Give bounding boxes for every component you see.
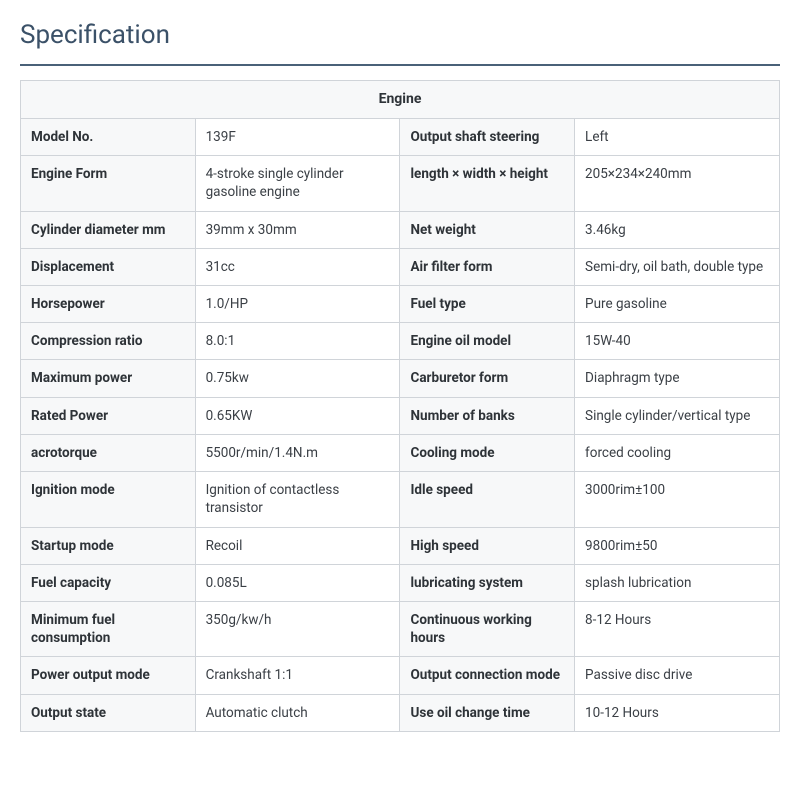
spec-label: Compression ratio [21,323,196,360]
page-title: Specification [20,20,780,56]
spec-label: Output connection mode [400,657,575,694]
spec-label: Engine Form [21,156,196,211]
table-row: Rated Power0.65KWNumber of banksSingle c… [21,397,780,434]
spec-value: Recoil [195,527,400,564]
spec-label: Displacement [21,248,196,285]
spec-value: Pure gasoline [575,285,780,322]
table-row: Displacement31ccAir filter formSemi-dry,… [21,248,780,285]
spec-value: 205×234×240mm [575,156,780,211]
spec-value: 0.085L [195,564,400,601]
spec-label: Rated Power [21,397,196,434]
spec-label: Net weight [400,211,575,248]
spec-value: 1.0/HP [195,285,400,322]
table-row: Horsepower1.0/HPFuel typePure gasoline [21,285,780,322]
table-row: Startup modeRecoilHigh speed9800rim±50 [21,527,780,564]
spec-value: 31cc [195,248,400,285]
spec-value: forced cooling [575,434,780,471]
spec-label: Power output mode [21,657,196,694]
spec-value: 15W-40 [575,323,780,360]
spec-label: Carburetor form [400,360,575,397]
spec-value: 5500r/min/1.4N.m [195,434,400,471]
spec-value: 3000rim±100 [575,472,780,527]
table-row: Minimum fuel consumption350g/kw/hContinu… [21,601,780,656]
spec-value: 350g/kw/h [195,601,400,656]
table-row: Ignition modeIgnition of contactless tra… [21,472,780,527]
spec-label: length × width × height [400,156,575,211]
spec-label: Fuel capacity [21,564,196,601]
table-row: Engine Form4-stroke single cylinder gaso… [21,156,780,211]
spec-value: 10-12 Hours [575,694,780,731]
spec-label: Engine oil model [400,323,575,360]
spec-label: Number of banks [400,397,575,434]
spec-value: 4-stroke single cylinder gasoline engine [195,156,400,211]
spec-label: Ignition mode [21,472,196,527]
table-row: Maximum power0.75kwCarburetor formDiaphr… [21,360,780,397]
spec-label: lubricating system [400,564,575,601]
spec-value: 39mm x 30mm [195,211,400,248]
spec-value: Single cylinder/vertical type [575,397,780,434]
spec-label: Minimum fuel consumption [21,601,196,656]
spec-value: Crankshaft 1:1 [195,657,400,694]
spec-label: Use oil change time [400,694,575,731]
table-row: Compression ratio8.0:1Engine oil model15… [21,323,780,360]
spec-label: Idle speed [400,472,575,527]
spec-label: High speed [400,527,575,564]
spec-value: splash lubrication [575,564,780,601]
table-row: Fuel capacity0.085Llubricating systemspl… [21,564,780,601]
spec-label: acrotorque [21,434,196,471]
spec-label: Output state [21,694,196,731]
spec-label: Fuel type [400,285,575,322]
table-row: Output stateAutomatic clutchUse oil chan… [21,694,780,731]
spec-value: 9800rim±50 [575,527,780,564]
spec-value: Semi-dry, oil bath, double type [575,248,780,285]
spec-value: 0.75kw [195,360,400,397]
spec-value: 3.46kg [575,211,780,248]
spec-label: Maximum power [21,360,196,397]
spec-label: Continuous working hours [400,601,575,656]
spec-value: 0.65KW [195,397,400,434]
table-section-row: Engine [21,81,780,119]
spec-value: Automatic clutch [195,694,400,731]
table-row: Model No.139FOutput shaft steeringLeft [21,118,780,155]
spec-label: Output shaft steering [400,118,575,155]
table-section-header: Engine [21,81,780,119]
spec-value: 139F [195,118,400,155]
spec-label: Air filter form [400,248,575,285]
table-row: Power output modeCrankshaft 1:1Output co… [21,657,780,694]
spec-label: Startup mode [21,527,196,564]
spec-value: Left [575,118,780,155]
spec-label: Model No. [21,118,196,155]
specification-table: Engine Model No.139FOutput shaft steerin… [20,80,780,732]
spec-value: 8-12 Hours [575,601,780,656]
spec-label: Horsepower [21,285,196,322]
spec-value: Passive disc drive [575,657,780,694]
title-underline [20,64,780,66]
spec-label: Cooling mode [400,434,575,471]
table-row: Cylinder diameter mm39mm x 30mmNet weigh… [21,211,780,248]
table-row: acrotorque5500r/min/1.4N.mCooling modefo… [21,434,780,471]
spec-value: 8.0:1 [195,323,400,360]
spec-value: Ignition of contactless transistor [195,472,400,527]
spec-label: Cylinder diameter mm [21,211,196,248]
spec-value: Diaphragm type [575,360,780,397]
